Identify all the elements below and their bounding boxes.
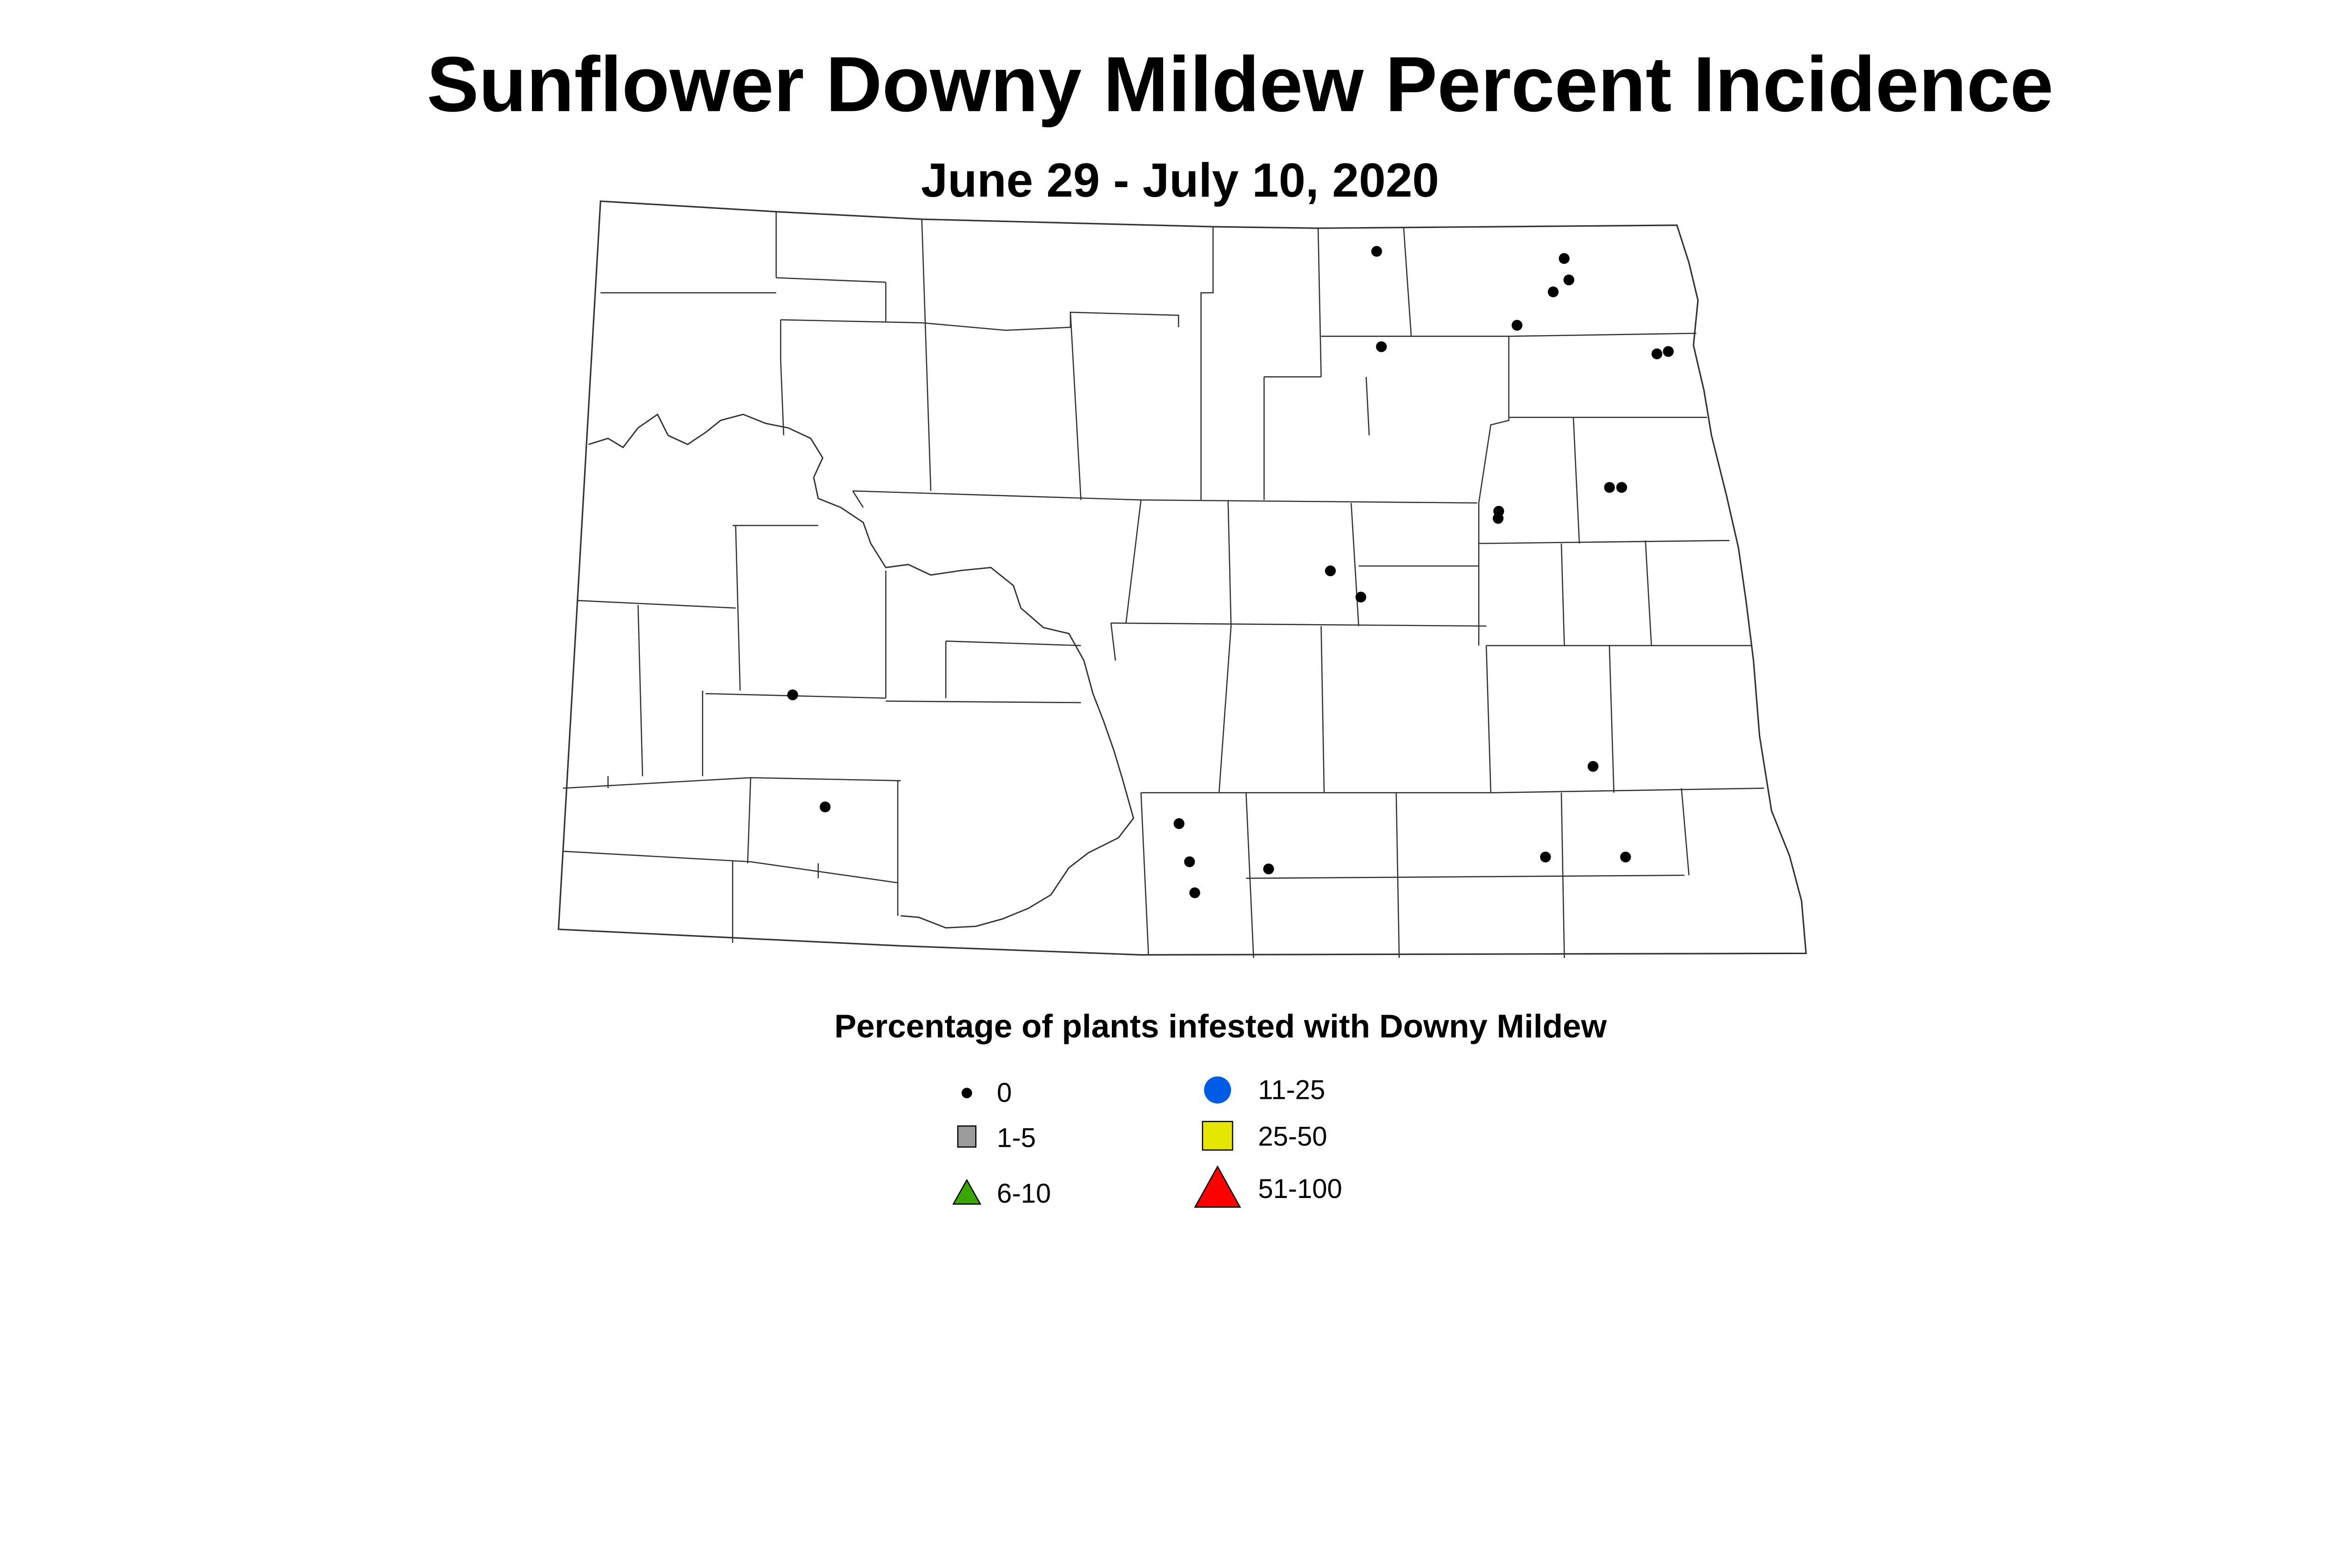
site-marker bbox=[1604, 482, 1615, 493]
county-boundary bbox=[1350, 503, 1359, 626]
county-boundary bbox=[780, 311, 1179, 331]
county-boundary bbox=[776, 277, 886, 283]
county-boundary bbox=[946, 640, 1081, 646]
county-boundary bbox=[578, 600, 736, 609]
site-marker bbox=[1376, 341, 1387, 352]
county-boundary bbox=[1560, 793, 1565, 958]
county-boundary bbox=[747, 777, 752, 863]
map-subtitle: June 29 - July 10, 2020 bbox=[921, 154, 1439, 207]
site-marker bbox=[1540, 851, 1551, 862]
legend-square-yellow-icon bbox=[1202, 1121, 1233, 1151]
site-marker bbox=[1173, 818, 1184, 829]
site-marker bbox=[1616, 482, 1628, 493]
county-boundary bbox=[735, 525, 741, 691]
county-boundary bbox=[1200, 227, 1214, 500]
county-boundary bbox=[1486, 646, 1492, 793]
site-marker bbox=[1189, 887, 1200, 898]
site-marker bbox=[1663, 346, 1674, 357]
county-boundary bbox=[563, 850, 898, 884]
county-boundary bbox=[1479, 539, 1730, 545]
county-boundary bbox=[1403, 228, 1412, 336]
county-boundary bbox=[1365, 377, 1370, 436]
legend-label-4: 25-50 bbox=[1258, 1121, 1327, 1151]
county-boundary bbox=[1560, 543, 1565, 646]
legend-label-5: 51-100 bbox=[1258, 1174, 1342, 1204]
county-boundary bbox=[1573, 417, 1580, 544]
site-marker bbox=[1355, 592, 1366, 603]
county-boundaries bbox=[563, 211, 1764, 958]
site-marker bbox=[787, 689, 798, 700]
county-boundary bbox=[780, 360, 785, 436]
site-marker bbox=[1563, 274, 1574, 286]
site-marker bbox=[1620, 851, 1631, 862]
county-boundary bbox=[1317, 228, 1322, 377]
site-marker bbox=[1371, 246, 1382, 257]
county-boundary bbox=[1320, 626, 1325, 793]
legend: Percentage of plants infested with Downy… bbox=[834, 1008, 1607, 1209]
missouri-river bbox=[588, 413, 1135, 929]
site-marker bbox=[1263, 863, 1274, 875]
county-boundary bbox=[921, 219, 932, 491]
site-marker bbox=[1651, 348, 1662, 359]
county-boundary bbox=[1246, 875, 1685, 879]
county-boundary bbox=[1218, 500, 1232, 793]
legend-label-3: 11-25 bbox=[1258, 1075, 1325, 1105]
county-boundary bbox=[1125, 500, 1142, 623]
county-boundary bbox=[1608, 646, 1615, 793]
county-boundary bbox=[1395, 793, 1400, 958]
county-boundary bbox=[886, 700, 1081, 703]
legend-title: Percentage of plants infested with Downy… bbox=[834, 1008, 1607, 1045]
site-marker bbox=[1325, 565, 1336, 577]
county-boundary bbox=[1681, 788, 1690, 875]
incidence-map: Sunflower Downy Mildew Percent Incidence… bbox=[427, 40, 2053, 1209]
legend-label-2: 6-10 bbox=[997, 1178, 1051, 1209]
county-boundary bbox=[1645, 540, 1652, 646]
state-outline bbox=[558, 200, 1807, 956]
county-boundary bbox=[1110, 623, 1116, 661]
county-boundary bbox=[637, 605, 643, 776]
county-boundary bbox=[852, 491, 864, 508]
legend-triangle-green-icon bbox=[952, 1178, 982, 1205]
north-dakota-map bbox=[558, 200, 1807, 958]
map-title: Sunflower Downy Mildew Percent Incidence bbox=[427, 40, 2053, 128]
legend-square-gray-icon bbox=[957, 1125, 977, 1148]
county-boundary bbox=[1478, 336, 1510, 646]
legend-label-0: 0 bbox=[997, 1078, 1012, 1108]
county-boundary bbox=[1245, 793, 1254, 958]
county-boundary bbox=[1140, 793, 1150, 955]
county-boundary bbox=[1069, 312, 1082, 500]
site-marker bbox=[1493, 513, 1504, 524]
survey-sites bbox=[787, 246, 1674, 898]
county-boundary bbox=[1111, 622, 1486, 627]
site-marker bbox=[1547, 286, 1559, 297]
site-marker bbox=[1184, 856, 1195, 868]
county-boundary bbox=[1141, 787, 1764, 794]
site-marker bbox=[1559, 253, 1570, 264]
site-marker bbox=[820, 801, 831, 813]
legend-circle-blue-icon bbox=[1204, 1076, 1231, 1104]
legend-label-1: 1-5 bbox=[997, 1123, 1036, 1153]
site-marker bbox=[1512, 320, 1523, 331]
legend-dot-0-icon bbox=[962, 1088, 972, 1098]
site-marker bbox=[1587, 761, 1599, 772]
legend-triangle-red-icon bbox=[1194, 1165, 1241, 1208]
